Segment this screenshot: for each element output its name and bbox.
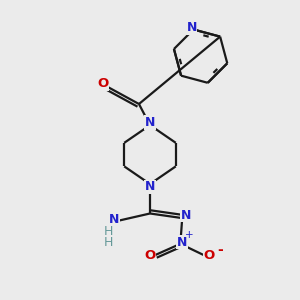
Text: N: N xyxy=(181,209,191,222)
Text: H: H xyxy=(104,236,113,249)
Text: O: O xyxy=(98,77,109,90)
Text: N: N xyxy=(145,116,155,129)
Text: H: H xyxy=(104,225,113,239)
Text: O: O xyxy=(203,249,214,262)
Text: -: - xyxy=(217,243,223,257)
Text: N: N xyxy=(177,236,188,248)
Text: N: N xyxy=(145,180,155,193)
Text: +: + xyxy=(185,230,194,240)
Text: O: O xyxy=(144,249,156,262)
Text: N: N xyxy=(109,212,119,226)
Text: N: N xyxy=(186,21,197,34)
